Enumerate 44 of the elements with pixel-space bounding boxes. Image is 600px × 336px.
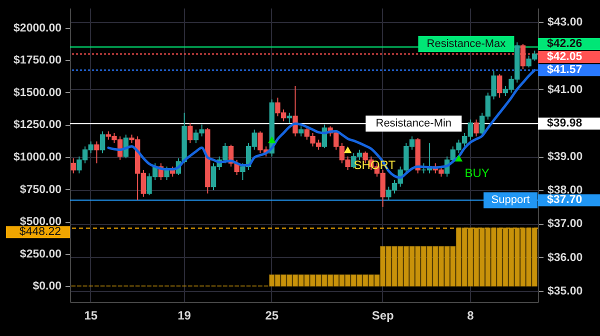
y2-tick-label: $36.00 [548, 252, 583, 264]
y2-tick-label: $41.00 [548, 84, 583, 96]
candlestick [520, 43, 526, 70]
ref-line-label: Support [491, 194, 530, 206]
y2-tick-label: $39.00 [548, 151, 583, 164]
candlestick [100, 130, 106, 154]
ref-line-label: Resistance-Max [426, 38, 506, 50]
y-tick-label: $1750.00 [14, 54, 62, 67]
candlestick [188, 122, 193, 144]
x-tick-label: Sep [372, 308, 394, 322]
x-tick-label: 15 [84, 308, 98, 322]
y2-tick-label: $42.05 [547, 51, 583, 64]
candlestick [164, 166, 170, 181]
candlestick [286, 112, 292, 124]
x-tick-label: 19 [178, 308, 192, 322]
y-tick-label: $1250.00 [14, 119, 62, 132]
y2-tick-label: $37.70 [547, 194, 582, 206]
point [268, 136, 276, 144]
candlestick [70, 158, 76, 174]
candlestick [94, 140, 100, 164]
series-label: BUY [464, 166, 490, 180]
y2-tick-label: $35.00 [548, 285, 583, 298]
y-tick-label: $448.22 [19, 226, 61, 238]
y-tick-label: $250.00 [20, 248, 62, 260]
y-tick-label: $2000.00 [14, 22, 62, 34]
y-tick-label: $1000.00 [14, 152, 62, 164]
y2-tick-label: $37.00 [548, 218, 583, 230]
y2-tick-label: $43.00 [548, 16, 583, 29]
candlestick [292, 85, 298, 137]
point [344, 146, 352, 154]
x-tick-label: 25 [265, 308, 279, 322]
y2-tick-label: $41.57 [547, 64, 582, 76]
y2-tick-label: $39.98 [547, 118, 583, 130]
candlestick [497, 74, 502, 98]
y-tick-label: $0.00 [32, 280, 62, 293]
y-tick-label: $1500.00 [14, 87, 62, 99]
y2-tick-label: $42.26 [547, 38, 582, 50]
y-tick-label: $500.00 [20, 216, 62, 228]
ref-line-label: Resistance-Min [376, 118, 452, 130]
candlestick [474, 119, 479, 137]
y-tick-label: $750.00 [20, 184, 62, 196]
point [454, 154, 463, 162]
x-tick-label: 8 [467, 308, 474, 322]
candlestick [298, 126, 304, 137]
